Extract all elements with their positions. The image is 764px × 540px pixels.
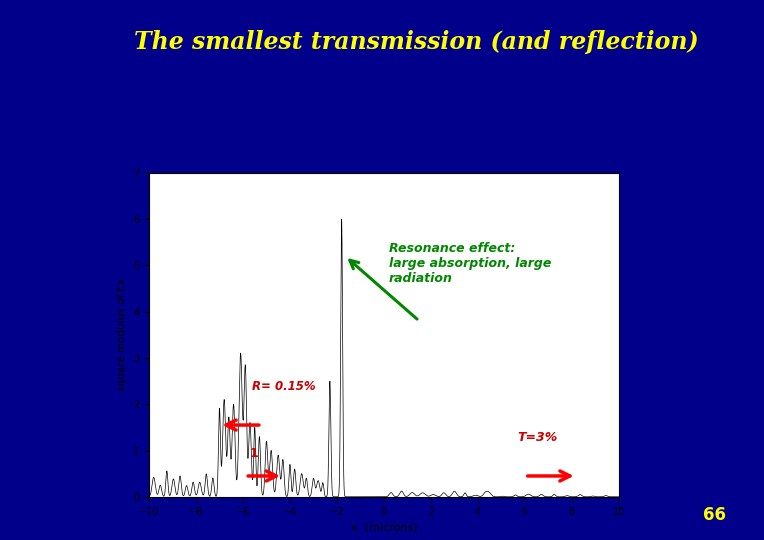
X-axis label: x  (microns): x (microns) — [351, 522, 417, 532]
Text: 1: 1 — [250, 448, 259, 461]
Text: T=3%: T=3% — [518, 431, 558, 444]
Text: Resonance effect:
large absorption, large
radiation: Resonance effect: large absorption, larg… — [389, 242, 551, 285]
Text: R= 0.15%: R= 0.15% — [252, 380, 316, 393]
Text: The smallest transmission (and reflection): The smallest transmission (and reflectio… — [134, 30, 698, 53]
Y-axis label: square modulus of Ex: square modulus of Ex — [118, 278, 128, 392]
Text: 66: 66 — [703, 506, 726, 524]
